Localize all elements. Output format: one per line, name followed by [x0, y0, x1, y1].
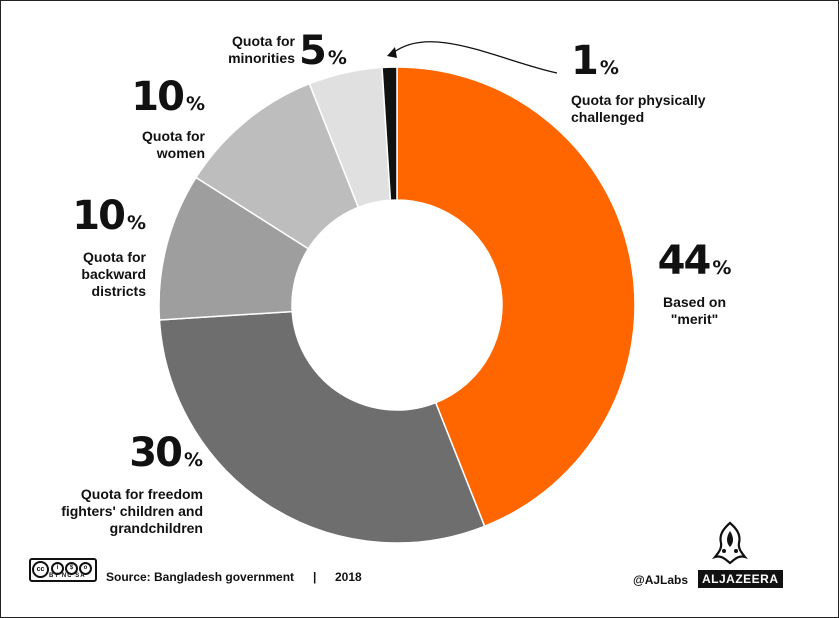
label-merit: 44% Based on "merit" — [647, 241, 742, 328]
districts-line2: backward — [81, 266, 146, 282]
women-percent-sign: % — [185, 93, 205, 115]
ajlabs-handle: @AJLabs — [633, 573, 689, 587]
cc-nc-icon: $ — [65, 562, 78, 575]
physical-line1: Quota for physically — [571, 92, 706, 108]
cc-icon: cc — [32, 561, 49, 578]
freedom-percent: 30 — [129, 430, 183, 476]
source-year: 2018 — [335, 570, 362, 584]
women-line1: Quota for — [142, 128, 205, 144]
minorities-line2: minorities — [228, 50, 295, 66]
source-text: Source: Bangladesh government — [106, 570, 295, 584]
districts-line1: Quota for — [83, 249, 146, 265]
districts-percent-sign: % — [126, 212, 146, 234]
freedom-percent-sign: % — [183, 449, 203, 471]
districts-line3: districts — [91, 283, 146, 299]
merit-percent: 44 — [657, 238, 712, 284]
cc-sa-icon: o — [79, 562, 92, 575]
merit-percent-sign: % — [712, 257, 732, 279]
freedom-line2: fighters' children and — [61, 503, 203, 519]
freedom-line3: grandchildren — [109, 520, 203, 536]
label-backward-districts: 10% Quota for backward districts — [41, 196, 146, 300]
donut-slice-5 — [381, 66, 398, 202]
pointer-arrowhead — [387, 47, 397, 58]
label-women: 10% Quota for women — [101, 77, 205, 162]
donut-slice-0 — [396, 66, 636, 528]
physical-line2: challenged — [571, 109, 645, 125]
label-minorities-text: Quota for minorities — [201, 33, 295, 67]
women-percent: 10 — [131, 74, 185, 120]
aljazeera-wordmark: ALJAZEERA — [698, 570, 783, 588]
minorities-line1: Quota for — [232, 33, 295, 49]
cc-badge-text: BY NC SA — [49, 573, 86, 579]
merit-line1: Based on — [662, 294, 726, 310]
freedom-line1: Quota for freedom — [80, 486, 203, 502]
women-line2: women — [156, 145, 205, 161]
cc-by-icon: i — [51, 562, 64, 575]
donut-slice-1 — [158, 310, 486, 544]
districts-percent: 10 — [72, 193, 126, 239]
label-freedom-fighters: 30% Quota for freedom fighters' children … — [31, 433, 203, 537]
cc-license-badge: cc i $ o BY NC SA — [29, 558, 97, 582]
physical-percent-sign: % — [599, 57, 619, 79]
label-minorities-percent: 5% — [299, 31, 347, 78]
label-physically-challenged: 1% Quota for physically challenged — [571, 41, 741, 126]
minorities-percent-sign: % — [327, 47, 347, 69]
physical-percent: 1 — [571, 38, 599, 84]
pointer-arrow — [392, 41, 558, 74]
aljazeera-emblem-icon — [712, 521, 748, 565]
merit-line2: "merit" — [670, 311, 719, 327]
minorities-percent: 5 — [299, 28, 327, 74]
source-separator: | — [313, 570, 317, 584]
